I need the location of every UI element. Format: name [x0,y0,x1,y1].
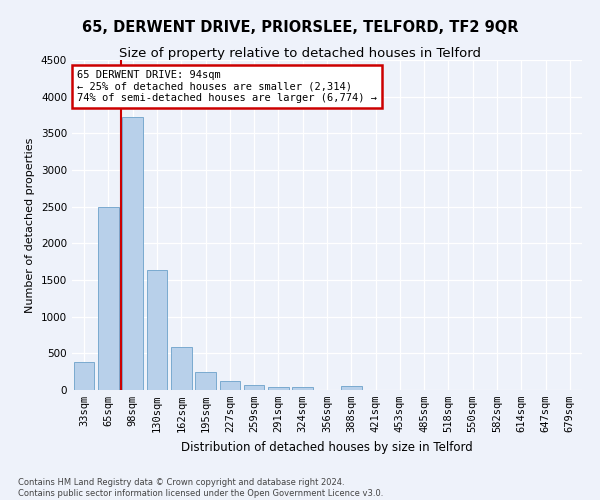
Text: Contains HM Land Registry data © Crown copyright and database right 2024.
Contai: Contains HM Land Registry data © Crown c… [18,478,383,498]
Bar [171,346,191,390]
Bar [268,387,289,390]
Text: Size of property relative to detached houses in Telford: Size of property relative to detached ho… [119,48,481,60]
Bar [220,381,240,390]
Bar [146,270,167,390]
X-axis label: Distribution of detached houses by size in Telford: Distribution of detached houses by size … [181,440,473,454]
Bar [98,206,119,390]
Bar [122,117,143,390]
Bar [74,362,94,390]
Bar [292,387,313,390]
Bar [341,386,362,390]
Text: 65, DERWENT DRIVE, PRIORSLEE, TELFORD, TF2 9QR: 65, DERWENT DRIVE, PRIORSLEE, TELFORD, T… [82,20,518,35]
Bar [195,372,216,390]
Bar [244,385,265,390]
Text: 65 DERWENT DRIVE: 94sqm
← 25% of detached houses are smaller (2,314)
74% of semi: 65 DERWENT DRIVE: 94sqm ← 25% of detache… [77,70,377,103]
Y-axis label: Number of detached properties: Number of detached properties [25,138,35,312]
